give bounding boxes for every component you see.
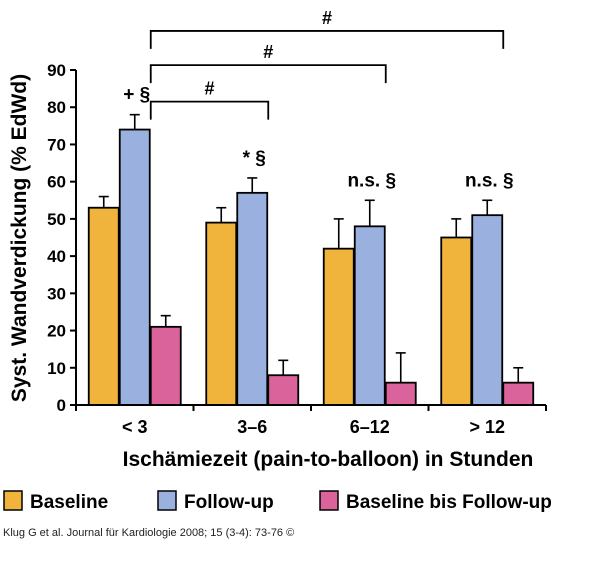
legend-label: Follow-up: [184, 492, 274, 513]
comparison-bracket: [149, 64, 387, 84]
bar-baseline: [440, 236, 473, 406]
group-annotations: + § * § n.s. § n.s. §: [123, 85, 513, 192]
comparison-bracket: [149, 30, 505, 49]
significance-annotation: + §: [123, 85, 150, 106]
significance-annotation: n.s. §: [465, 170, 514, 191]
citation: Klug G et al. Journal für Kardiologie 20…: [3, 527, 295, 539]
y-tick-label: 90: [47, 61, 66, 80]
bar-follow-up: [118, 128, 151, 406]
x-tick-label: > 12: [469, 417, 505, 437]
bar-baseline-bis-follow-up: [502, 381, 535, 406]
bracket-label: #: [263, 42, 273, 62]
bracket-label: #: [204, 79, 214, 99]
legend: Baseline Follow-up Baseline bis Follow-up: [3, 490, 552, 513]
legend-swatch: [3, 490, 23, 511]
bar-follow-up: [471, 214, 504, 406]
y-axis-label: Syst. Wandverdickung (% EdWd): [8, 74, 31, 402]
y-tick-label: 0: [57, 396, 66, 415]
significance-annotation: n.s. §: [347, 170, 396, 191]
comparison-bracket: [149, 100, 270, 120]
x-tick-label: < 3: [122, 417, 148, 437]
legend-item: Baseline bis Follow-up: [319, 490, 552, 513]
bars: [87, 113, 535, 406]
y-tick-label: 40: [47, 247, 66, 266]
legend-swatch: [157, 490, 177, 511]
y-tick-label: 60: [47, 173, 66, 192]
bar-follow-up: [353, 225, 386, 406]
bar-baseline-bis-follow-up: [267, 374, 300, 406]
x-tick-label: 6–12: [350, 417, 390, 437]
axes: 0 10 20 30 40 50 60 70 80 90 < 3 3–6 6–12 > 12: [47, 61, 547, 437]
bar-baseline: [87, 206, 120, 406]
significance-brackets: # # #: [149, 8, 505, 120]
bracket-label: #: [322, 8, 332, 28]
significance-annotation: * §: [243, 148, 266, 169]
legend-swatch: [319, 490, 339, 511]
legend-item: Follow-up: [157, 490, 274, 513]
y-tick-label: 70: [47, 135, 66, 154]
y-tick-label: 10: [47, 359, 66, 378]
x-axis-label: Ischämiezeit (pain-to-balloon) in Stunde…: [123, 448, 534, 471]
bar-chart: # # # + § * § n.s. § n.s. § 0 10 20 30 40 50 60 70 80…: [3, 8, 552, 513]
bar-baseline: [322, 247, 355, 406]
legend-item: Baseline: [3, 490, 108, 513]
bar-baseline-bis-follow-up: [384, 381, 417, 406]
legend-label: Baseline: [30, 492, 108, 513]
bar-baseline-bis-follow-up: [149, 325, 182, 406]
bar-baseline: [205, 221, 238, 406]
y-tick-label: 30: [47, 284, 66, 303]
bar-follow-up: [236, 191, 269, 406]
legend-label: Baseline bis Follow-up: [346, 492, 552, 513]
y-tick-label: 80: [47, 98, 66, 117]
y-tick-label: 50: [47, 210, 66, 229]
y-tick-label: 20: [47, 322, 66, 341]
x-tick-label: 3–6: [237, 417, 267, 437]
